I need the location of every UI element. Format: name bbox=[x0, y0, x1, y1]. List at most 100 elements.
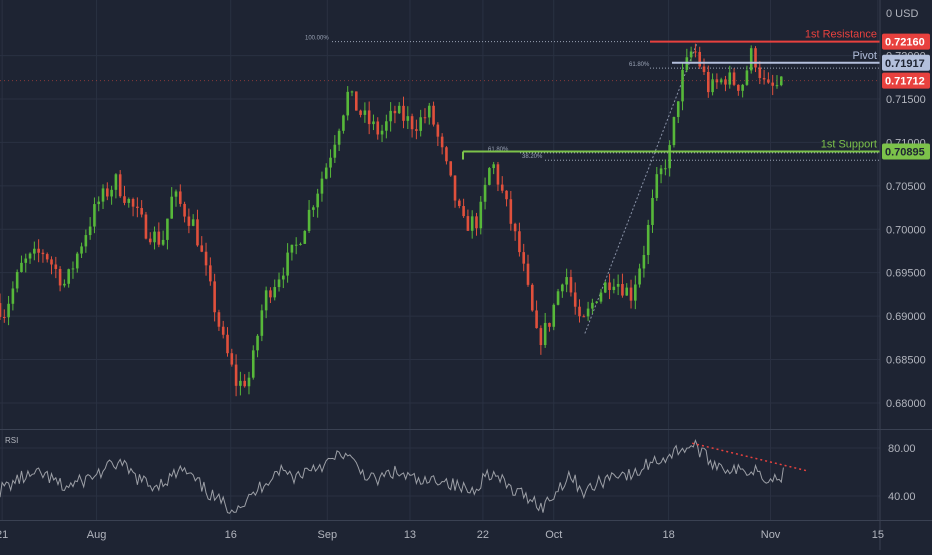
candle bbox=[247, 371, 251, 395]
candle-body bbox=[415, 129, 418, 131]
time-tick-label: 13 bbox=[404, 529, 416, 541]
candle bbox=[37, 239, 40, 263]
candle-body bbox=[294, 244, 298, 246]
candle bbox=[629, 279, 633, 309]
level-price-tag: 0.71917 bbox=[885, 58, 925, 70]
candle bbox=[445, 146, 448, 165]
candle-body bbox=[629, 287, 633, 301]
candle-body bbox=[58, 268, 62, 286]
candle bbox=[101, 184, 105, 210]
rsi-tick-label: 40.00 bbox=[888, 491, 916, 503]
level-price-tag: 0.72160 bbox=[885, 37, 925, 49]
time-tick-label: Aug bbox=[87, 529, 107, 541]
candle bbox=[706, 65, 710, 98]
candle bbox=[50, 256, 53, 275]
candle bbox=[118, 170, 122, 198]
candle-body bbox=[234, 364, 238, 386]
candle bbox=[131, 197, 135, 217]
candle-body bbox=[676, 101, 680, 118]
candle bbox=[496, 161, 500, 192]
candle-body bbox=[324, 167, 328, 179]
candle bbox=[269, 287, 272, 304]
level-lines[interactable]: 1st Resistance Pivot 1st Support bbox=[0, 29, 880, 160]
candle bbox=[2, 309, 6, 323]
candle bbox=[659, 165, 663, 184]
candle-body bbox=[706, 71, 710, 93]
candle bbox=[758, 61, 762, 85]
candle-body bbox=[45, 254, 49, 260]
time-tick-label: 15 bbox=[872, 529, 884, 541]
candle bbox=[458, 198, 461, 209]
candle-body bbox=[711, 79, 714, 93]
candle-body bbox=[342, 115, 345, 131]
candle bbox=[363, 102, 367, 123]
candle-body bbox=[470, 216, 474, 231]
candle bbox=[509, 190, 513, 231]
candle bbox=[204, 242, 208, 276]
candle-body bbox=[621, 284, 624, 296]
candle-body bbox=[668, 145, 671, 169]
candle bbox=[393, 105, 397, 124]
candle bbox=[719, 77, 723, 85]
candle-body bbox=[741, 84, 744, 91]
candle bbox=[256, 334, 259, 358]
rsi-label: RSI bbox=[5, 436, 18, 445]
candle bbox=[505, 190, 508, 207]
candle bbox=[174, 189, 178, 207]
candle-body bbox=[290, 244, 294, 253]
candle bbox=[0, 293, 2, 320]
candle bbox=[483, 177, 487, 210]
candle-body bbox=[586, 308, 590, 317]
candle-body bbox=[496, 164, 500, 185]
candle bbox=[389, 102, 392, 132]
candle bbox=[638, 263, 641, 288]
candle-body bbox=[612, 286, 616, 291]
candle-body bbox=[264, 290, 268, 311]
candle bbox=[539, 325, 543, 355]
candle-body bbox=[67, 269, 70, 284]
price-tick-label: 0.68000 bbox=[886, 398, 926, 410]
candle bbox=[183, 201, 186, 223]
candle-body bbox=[2, 316, 6, 318]
candle bbox=[24, 253, 28, 273]
candle-body bbox=[0, 303, 2, 317]
grid bbox=[0, 0, 880, 520]
candle bbox=[427, 102, 431, 125]
candle-body bbox=[543, 322, 547, 346]
candle-body bbox=[20, 262, 23, 272]
candle-body bbox=[694, 51, 697, 53]
candle bbox=[170, 187, 174, 219]
candle-body bbox=[410, 116, 414, 130]
candle bbox=[320, 171, 324, 202]
candle-body bbox=[573, 292, 577, 307]
candle bbox=[166, 218, 169, 250]
candle-body bbox=[101, 188, 105, 202]
candle bbox=[603, 281, 607, 294]
candle-body bbox=[346, 91, 350, 116]
candle bbox=[573, 282, 577, 315]
candle-body bbox=[153, 231, 156, 243]
candle bbox=[737, 84, 740, 96]
candle bbox=[282, 267, 285, 289]
candle bbox=[415, 119, 418, 140]
candle-body bbox=[273, 287, 277, 298]
candle bbox=[294, 237, 298, 255]
candle-body bbox=[247, 377, 251, 387]
candle bbox=[775, 75, 779, 89]
fibonacci-tool[interactable]: 100.00% 61.80% 38.20% 61.80% bbox=[305, 36, 880, 334]
candle-body bbox=[209, 265, 212, 282]
candle bbox=[453, 175, 457, 208]
candle bbox=[217, 309, 221, 331]
candle bbox=[530, 283, 534, 312]
rsi-panel[interactable]: RSI bbox=[0, 436, 808, 514]
candle-body bbox=[71, 268, 75, 270]
candle bbox=[475, 212, 478, 236]
candle bbox=[423, 108, 427, 124]
candle-body bbox=[50, 259, 53, 265]
candle bbox=[191, 214, 195, 227]
candle bbox=[599, 288, 603, 304]
candle-body bbox=[569, 277, 573, 293]
candle-body bbox=[672, 117, 676, 146]
candles bbox=[0, 43, 783, 397]
